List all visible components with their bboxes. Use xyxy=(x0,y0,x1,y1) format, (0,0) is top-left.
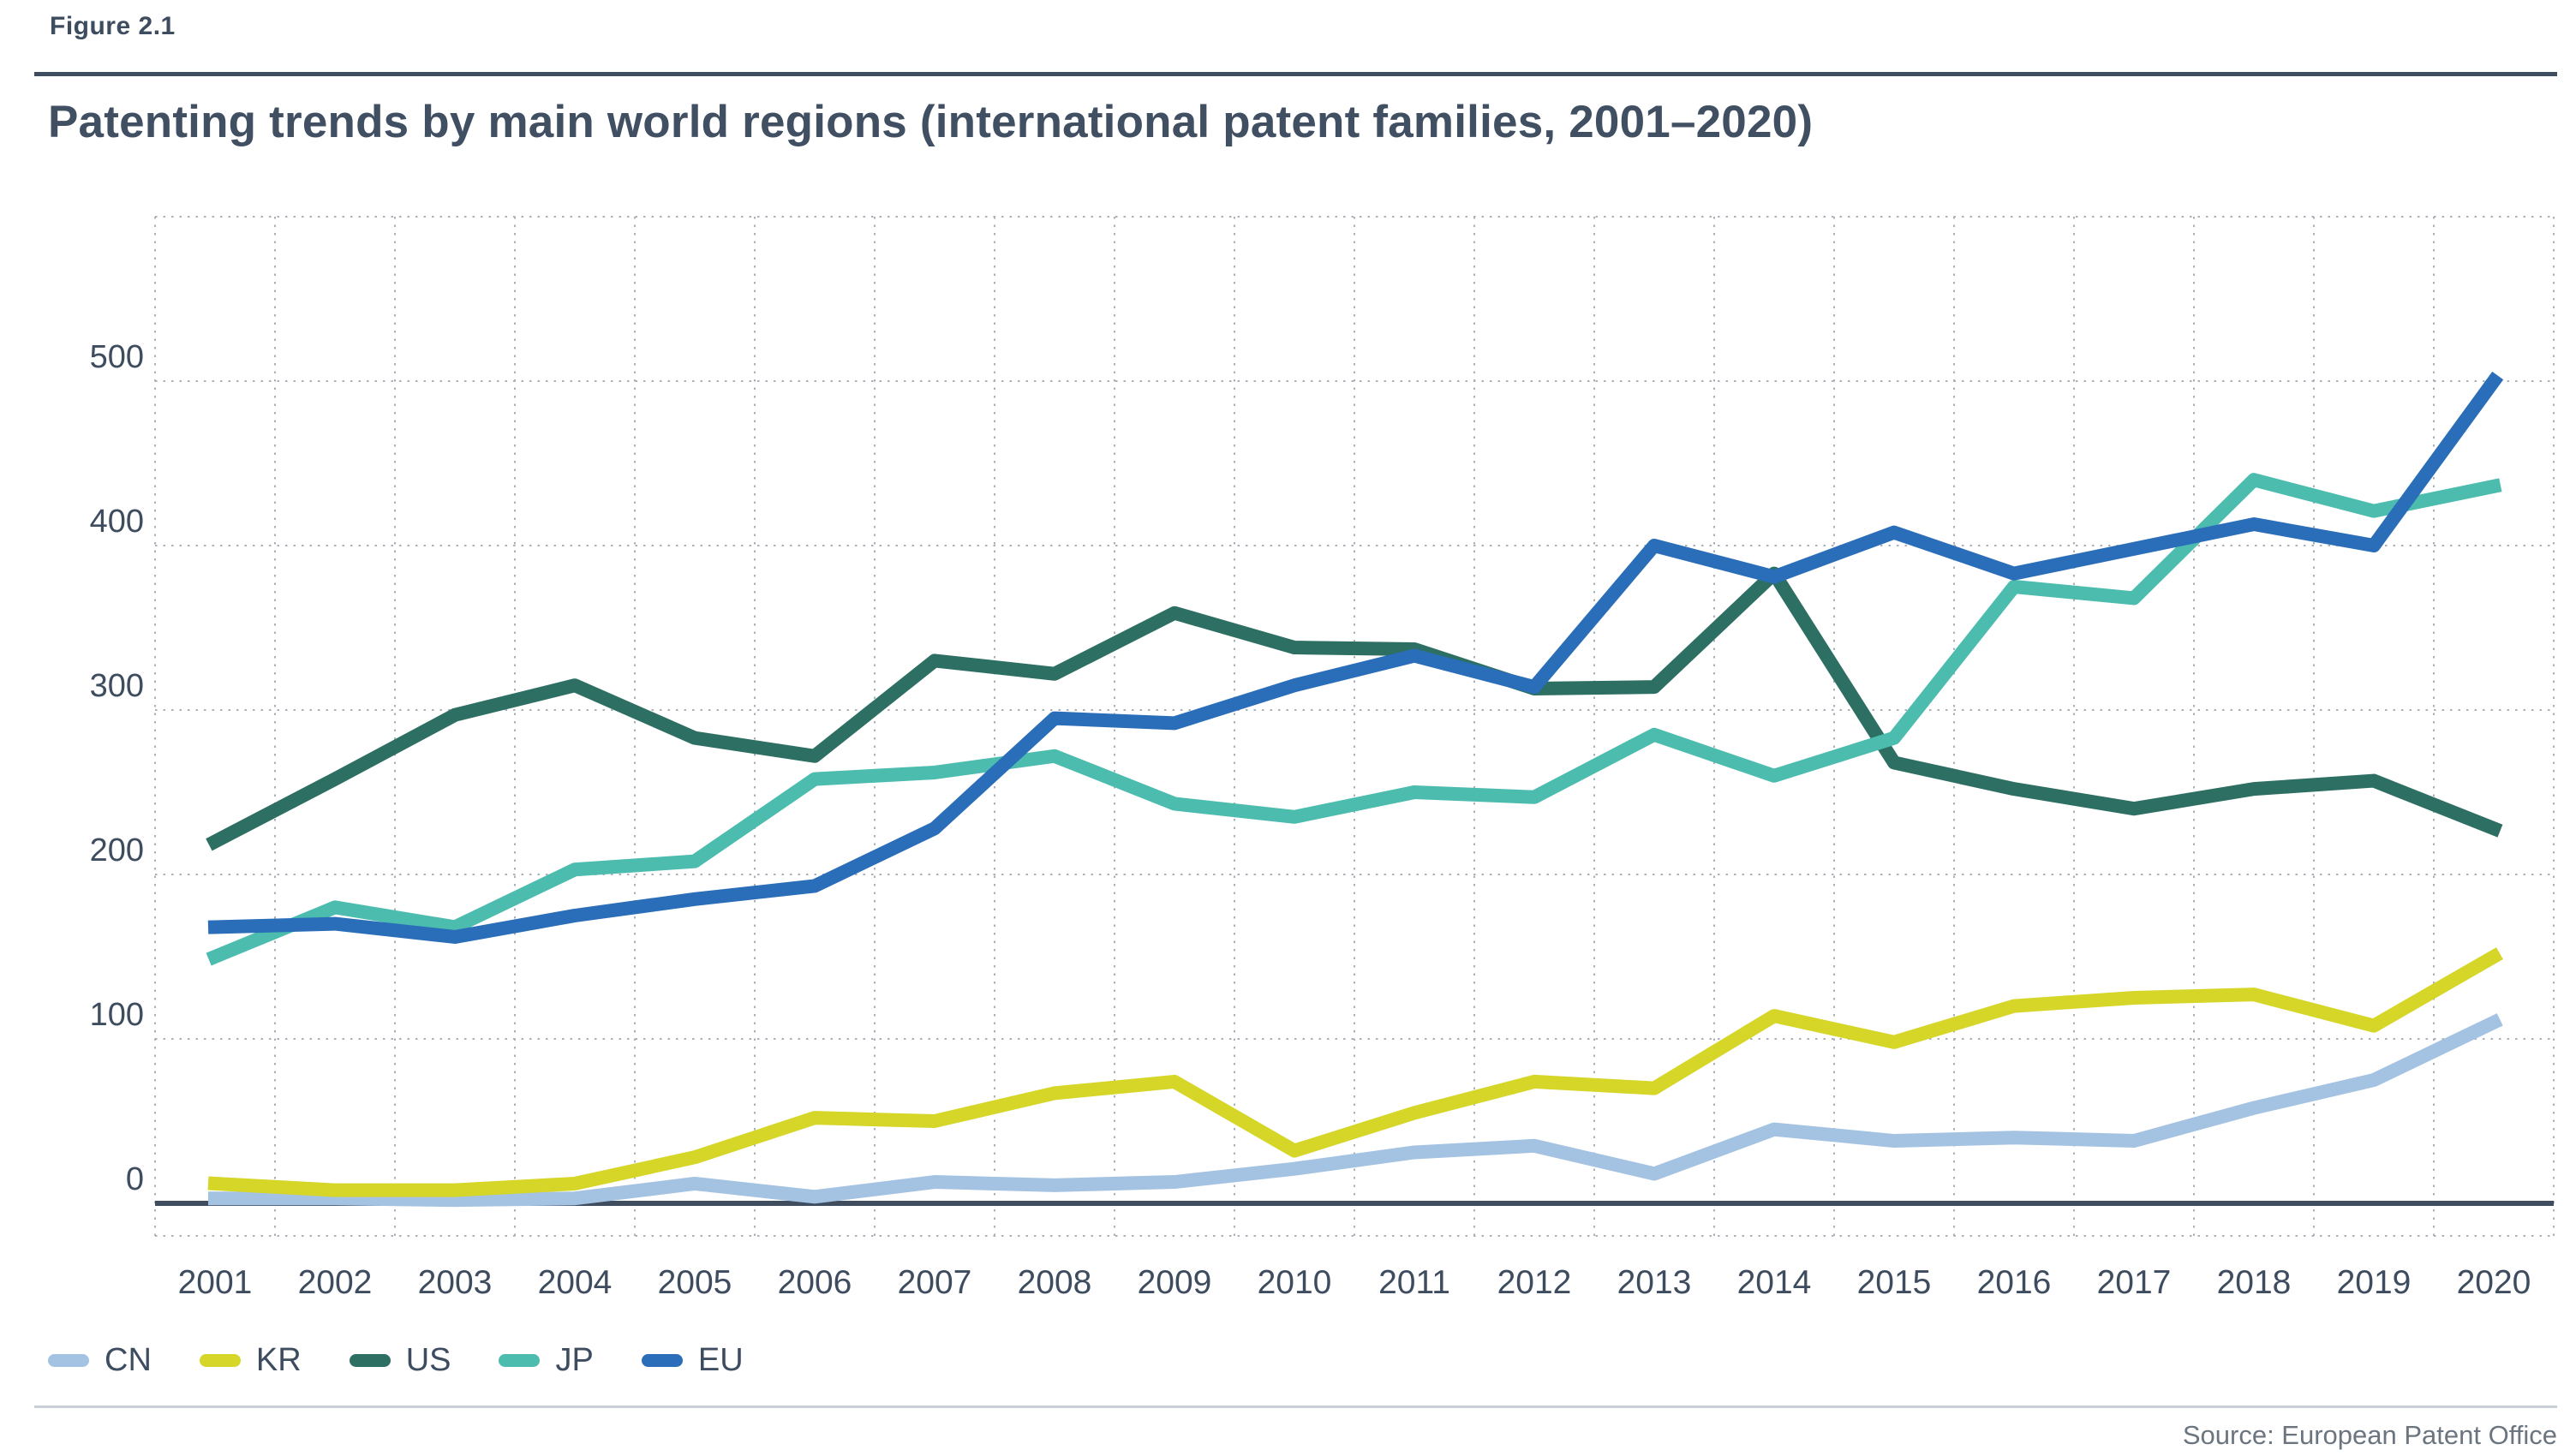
x-tick-label: 2002 xyxy=(298,1264,373,1301)
x-tick-label: 2001 xyxy=(178,1264,253,1301)
legend-item-KR: KR xyxy=(199,1342,302,1379)
header-rule xyxy=(34,72,2557,76)
x-tick-label: 2013 xyxy=(1617,1264,1692,1301)
x-tick-label: 2020 xyxy=(2457,1264,2531,1301)
x-tick-label: 2005 xyxy=(658,1264,732,1301)
x-tick-label: 2017 xyxy=(2097,1264,2172,1301)
legend-item-CN: CN xyxy=(48,1342,152,1379)
chart-legend: CN KR US JP EU xyxy=(48,1342,744,1379)
x-tick-label: 2004 xyxy=(538,1264,613,1301)
legend-swatch-US xyxy=(349,1354,391,1367)
y-tick-label: 100 xyxy=(90,997,144,1033)
x-tick-label: 2018 xyxy=(2217,1264,2292,1301)
y-tick-label: 400 xyxy=(90,504,144,540)
x-tick-label: 2010 xyxy=(1258,1264,1332,1301)
y-tick-label: 500 xyxy=(90,339,144,375)
x-tick-label: 2012 xyxy=(1497,1264,1572,1301)
x-tick-label: 2016 xyxy=(1977,1264,2052,1301)
series-line-JP xyxy=(206,473,2502,966)
series-line-US xyxy=(206,566,2503,851)
series-line-KR xyxy=(207,947,2503,1197)
x-tick-label: 2014 xyxy=(1737,1264,1812,1301)
legend-label-KR: KR xyxy=(255,1342,302,1378)
chart-title: Patenting trends by main world regions (… xyxy=(48,97,1814,147)
x-tick-label: 2007 xyxy=(898,1264,972,1301)
y-tick-label: 200 xyxy=(90,832,144,868)
legend-swatch-KR xyxy=(199,1354,241,1367)
legend-label-US: US xyxy=(405,1342,451,1378)
x-tick-label: 2009 xyxy=(1138,1264,1212,1301)
x-tick-label: 2019 xyxy=(2337,1264,2412,1301)
x-tick-label: 2003 xyxy=(418,1264,493,1301)
legend-swatch-CN xyxy=(48,1354,89,1367)
legend-label-JP: JP xyxy=(555,1342,594,1378)
series-line-CN xyxy=(208,1013,2503,1208)
x-tick-label: 2008 xyxy=(1018,1264,1092,1301)
figure-label: Figure 2.1 xyxy=(50,12,176,40)
legend-item-US: US xyxy=(349,1342,451,1379)
legend-item-EU: EU xyxy=(641,1342,744,1379)
legend-swatch-EU xyxy=(641,1354,683,1367)
series-line-EU xyxy=(207,371,2504,944)
footer-rule xyxy=(34,1405,2557,1408)
legend-label-CN: CN xyxy=(105,1342,152,1378)
x-tick-label: 2015 xyxy=(1857,1264,1932,1301)
y-tick-label: 300 xyxy=(90,668,144,704)
x-tick-label: 2011 xyxy=(1378,1264,1450,1301)
legend-label-EU: EU xyxy=(697,1342,744,1378)
x-tick-label: 2006 xyxy=(778,1264,852,1301)
y-tick-label: 0 xyxy=(126,1161,144,1197)
source-note: Source: European Patent Office xyxy=(2182,1420,2557,1450)
legend-item-JP: JP xyxy=(499,1342,594,1379)
legend-swatch-JP xyxy=(499,1354,541,1367)
